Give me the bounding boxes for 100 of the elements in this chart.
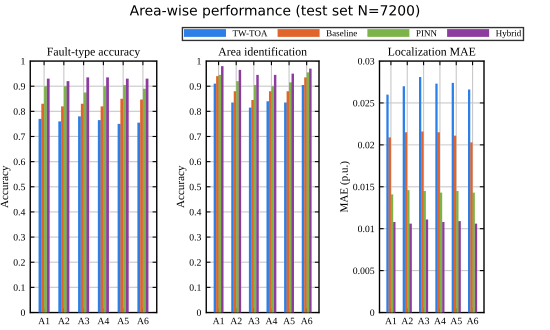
bar [404, 132, 408, 313]
bar [234, 91, 236, 313]
bar [410, 224, 412, 313]
y-tick-label: 0.005 [353, 268, 374, 274]
bar [442, 222, 444, 313]
bar [41, 104, 44, 313]
bar [309, 68, 312, 313]
bar [44, 86, 47, 313]
x-tick-label: A3 [248, 318, 260, 324]
bar [66, 81, 70, 313]
x-tick-label: A3 [418, 318, 430, 324]
bar [120, 98, 124, 313]
chart-title: Fault-type accuracy [47, 47, 140, 58]
bar [236, 81, 239, 313]
bar [86, 77, 90, 313]
bar [424, 190, 426, 313]
bar [248, 108, 252, 313]
y-tick-label: 0.3 [14, 234, 26, 241]
legend-label: Hybrid [496, 30, 522, 38]
bar [306, 72, 310, 313]
bar [216, 76, 219, 313]
bar [140, 100, 143, 313]
bar [251, 100, 254, 313]
bar [98, 120, 101, 313]
y-tick-label: 0.7 [190, 133, 202, 140]
y-tick-label: 1 [21, 58, 25, 64]
x-tick-label: A4 [434, 318, 446, 324]
x-tick-label: A5 [283, 318, 295, 324]
y-tick-label: 0.3 [190, 234, 202, 241]
y-tick-label: 0.015 [353, 184, 374, 190]
y-tick-label: 0.4 [190, 208, 202, 216]
x-tick-label: A1 [385, 318, 396, 324]
y-tick-label: 0.02 [358, 142, 374, 148]
bar [402, 86, 405, 313]
bar [137, 122, 140, 313]
y-tick-label: 0.025 [353, 100, 374, 106]
legend-label: TW-TOA [232, 30, 268, 36]
bar [103, 86, 106, 313]
y-tick-label: 0.8 [190, 108, 202, 115]
bar [458, 221, 461, 313]
bar [146, 78, 148, 313]
bar [286, 91, 290, 313]
y-tick-label: 0.6 [190, 158, 202, 166]
bar [419, 76, 422, 313]
bar [126, 78, 129, 313]
y-tick-label: 0.03 [358, 58, 374, 65]
bar [438, 132, 440, 313]
bar [302, 84, 304, 313]
bar [292, 74, 294, 313]
bar [100, 106, 104, 313]
chart-title: Area identification [218, 47, 307, 56]
bar [218, 74, 222, 313]
bar [254, 84, 256, 313]
bar [456, 190, 459, 313]
bar [468, 90, 470, 313]
x-tick-label: A5 [117, 318, 129, 324]
legend-label: PINN [416, 30, 437, 36]
bar [84, 92, 86, 313]
bar [38, 118, 42, 313]
y-tick-label: 1 [197, 58, 201, 64]
bar [221, 66, 224, 313]
bar [214, 84, 216, 313]
x-tick-label: A1 [38, 318, 50, 324]
chart-title: Localization MAE [388, 47, 476, 56]
bar [78, 116, 81, 313]
y-axis-title: Accuracy [0, 166, 10, 208]
y-tick-label: 0 [20, 309, 26, 316]
x-tick-label: A6 [137, 318, 149, 324]
y-tick-label: 0.8 [14, 108, 26, 115]
y-tick-label: 0.1 [190, 284, 201, 291]
x-tick-label: A1 [212, 318, 224, 324]
bar [118, 124, 120, 313]
bar [472, 192, 475, 313]
legend-label: Baseline [326, 30, 357, 36]
y-tick-label: 0.5 [190, 184, 202, 190]
x-tick-label: A2 [401, 318, 413, 324]
x-tick-label: A6 [466, 318, 478, 324]
bar [266, 101, 269, 313]
x-tick-label: A2 [58, 318, 70, 324]
bar [304, 77, 307, 313]
x-tick-label: A5 [450, 318, 462, 324]
bar [388, 137, 391, 313]
y-tick-label: 0 [196, 309, 202, 316]
y-tick-label: 0.01 [358, 226, 374, 232]
text: Area-wise performance (test set N=7200) [130, 4, 420, 18]
y-tick-label: 0.2 [14, 259, 25, 266]
y-tick-label: 0.6 [14, 158, 26, 166]
y-tick-label: 0.2 [190, 259, 201, 266]
x-tick-label: A4 [266, 318, 278, 324]
bar [80, 104, 84, 313]
x-tick-label: A4 [98, 318, 110, 324]
bar [46, 78, 50, 313]
y-tick-label: 0.9 [14, 83, 25, 90]
bar [238, 70, 242, 313]
bar [274, 74, 276, 313]
x-tick-label: A6 [300, 318, 312, 324]
y-tick-label: 0.5 [14, 184, 26, 190]
x-tick-label: A3 [78, 318, 90, 324]
bar [123, 84, 126, 313]
y-tick-label: 0.7 [14, 133, 26, 140]
